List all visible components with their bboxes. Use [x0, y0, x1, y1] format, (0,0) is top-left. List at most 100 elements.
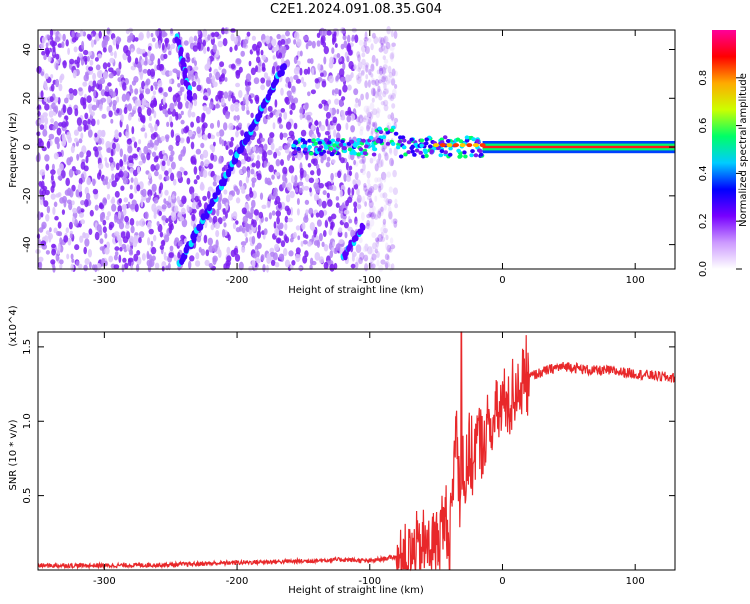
heatmap-cell	[166, 159, 171, 167]
heatmap-cell	[237, 122, 243, 128]
heatmap-cell	[202, 195, 208, 201]
heatmap-cell	[49, 96, 54, 103]
heatmap-cell	[186, 204, 190, 212]
heatmap-cell	[86, 177, 91, 186]
heatmap-cell	[342, 62, 346, 71]
heatmap-cell	[329, 56, 334, 65]
heatmap-band-point	[401, 145, 407, 150]
heatmap-cell	[125, 129, 130, 139]
snr-frame	[37, 331, 676, 571]
heatmap-cell	[306, 241, 312, 247]
heatmap-cell	[154, 123, 158, 132]
heatmap-cell	[368, 116, 372, 125]
heatmap-cell	[303, 185, 310, 191]
heatmap-cell	[72, 207, 78, 214]
heatmap-streak-point	[178, 49, 184, 56]
heatmap-cell	[152, 90, 157, 96]
heatmap-cell	[201, 116, 205, 123]
heatmap-cell	[194, 72, 198, 80]
heatmap-cell	[215, 103, 221, 109]
x-tick-label: 100	[626, 275, 645, 286]
heatmap-cell	[268, 212, 272, 220]
heatmap-cell	[99, 212, 106, 221]
heatmap-cell	[387, 114, 392, 120]
heatmap-cell	[76, 206, 82, 214]
heatmap-band-point	[463, 154, 468, 159]
heatmap-cell	[71, 37, 77, 43]
heatmap-cell	[84, 258, 90, 265]
heatmap-cell	[288, 165, 295, 174]
heatmap-cell	[344, 231, 348, 239]
heatmap-cell	[235, 130, 239, 138]
heatmap-cell	[394, 70, 398, 77]
heatmap-cell	[393, 220, 398, 228]
heatmap-cell	[80, 200, 85, 206]
heatmap-cell	[250, 112, 254, 119]
heatmap-cell	[310, 170, 315, 176]
heatmap-cell	[138, 32, 144, 41]
heatmap-cell	[283, 248, 288, 257]
heatmap-cell	[284, 215, 289, 223]
heatmap-cell	[172, 94, 177, 103]
heatmap-cell	[251, 162, 256, 168]
heatmap-cell	[353, 201, 358, 208]
heatmap-cell	[207, 237, 213, 246]
heatmap-cell	[45, 49, 51, 55]
heatmap-cell	[51, 180, 56, 189]
heatmap-cell	[378, 264, 384, 272]
heatmap-cell	[66, 253, 70, 260]
heatmap-cell	[127, 258, 132, 267]
heatmap-cell	[391, 263, 395, 271]
heatmap-cell	[108, 73, 114, 79]
heatmap-cell	[362, 246, 368, 252]
heatmap-cell	[120, 185, 125, 191]
heatmap-cell	[318, 182, 324, 189]
heatmap-cell	[115, 36, 121, 45]
heatmap-cell	[193, 179, 198, 185]
heatmap-cell	[57, 192, 62, 198]
heatmap-cell	[45, 163, 50, 171]
heatmap-cell	[196, 84, 202, 92]
heatmap-cell	[161, 204, 167, 210]
heatmap-cell	[59, 259, 64, 265]
heatmap-cell	[183, 170, 188, 176]
heatmap-cell	[382, 227, 388, 234]
heatmap-cell	[127, 201, 131, 208]
heatmap-cell	[338, 239, 344, 245]
heatmap-cell	[208, 163, 214, 170]
heatmap-cell	[106, 193, 111, 200]
heatmap-cell	[378, 95, 383, 101]
heatmap-cell	[354, 172, 359, 181]
heatmap-cell	[380, 227, 384, 233]
heatmap-cell	[178, 154, 183, 162]
heatmap-cell	[249, 187, 253, 195]
heatmap-cell	[379, 67, 384, 76]
heatmap-cell	[87, 129, 93, 138]
heatmap-cell	[40, 212, 44, 218]
heatmap-cell	[135, 263, 140, 272]
heatmap-cell	[131, 80, 137, 86]
heatmap-cell	[358, 237, 363, 244]
heatmap-band-point	[362, 151, 368, 156]
heatmap-cell	[58, 163, 64, 171]
heatmap-cell	[70, 263, 74, 272]
heatmap-band-point	[317, 147, 322, 152]
heatmap-cell	[180, 110, 184, 116]
heatmap-cell	[164, 234, 170, 243]
heatmap-cell	[111, 203, 117, 212]
heatmap-band-point	[435, 146, 441, 151]
heatmap-cell	[299, 106, 304, 115]
heatmap-cell	[277, 238, 281, 244]
heatmap-cell	[235, 69, 241, 76]
heatmap-cell	[363, 115, 368, 120]
heatmap-cell	[222, 38, 228, 47]
heatmap-cell	[230, 249, 236, 258]
heatmap-cell	[368, 200, 374, 209]
heatmap-cell	[47, 55, 52, 63]
heatmap-cell	[50, 169, 56, 175]
heatmap-cell	[317, 132, 321, 138]
heatmap-x-ticks: -300 -200 -100 0 100	[93, 30, 645, 286]
heatmap-cell	[94, 231, 100, 241]
heatmap-cell	[287, 217, 294, 223]
heatmap-cell	[252, 253, 258, 259]
